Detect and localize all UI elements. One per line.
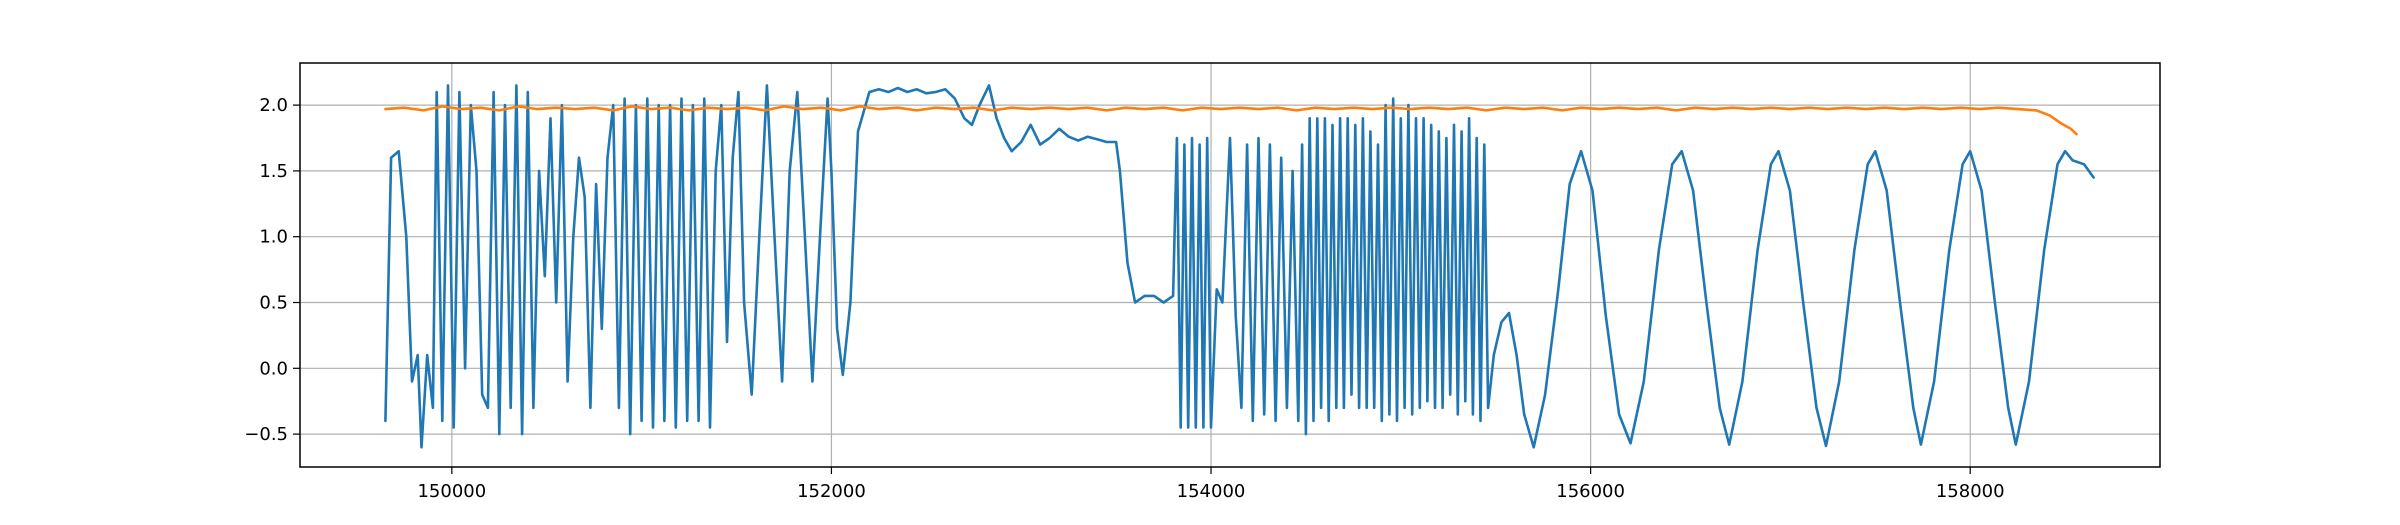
series-lines [384,84,2095,449]
y-tick-label: 0.5 [259,293,288,314]
x-tick-label: 154000 [1177,481,1246,502]
series-line-2 [384,105,2078,136]
x-tick-label: 150000 [417,481,486,502]
y-tick-label: 1.5 [259,161,288,182]
y-tick-label: 2.0 [259,95,288,116]
axes-frame [299,62,2161,468]
x-tick-label: 158000 [1936,481,2005,502]
x-tick-label: 156000 [1556,481,1625,502]
y-tick-label: 1.0 [259,227,288,248]
y-tick-label: 0.0 [259,358,288,379]
series-line-1 [384,84,2095,449]
axis-ticks: 150000 152000 154000 156000 158000 −0.5 0.0 0.5… [244,95,2004,502]
y-tick-label: −0.5 [244,424,288,445]
x-tick-label: 152000 [797,481,866,502]
plot-area [300,63,2160,467]
